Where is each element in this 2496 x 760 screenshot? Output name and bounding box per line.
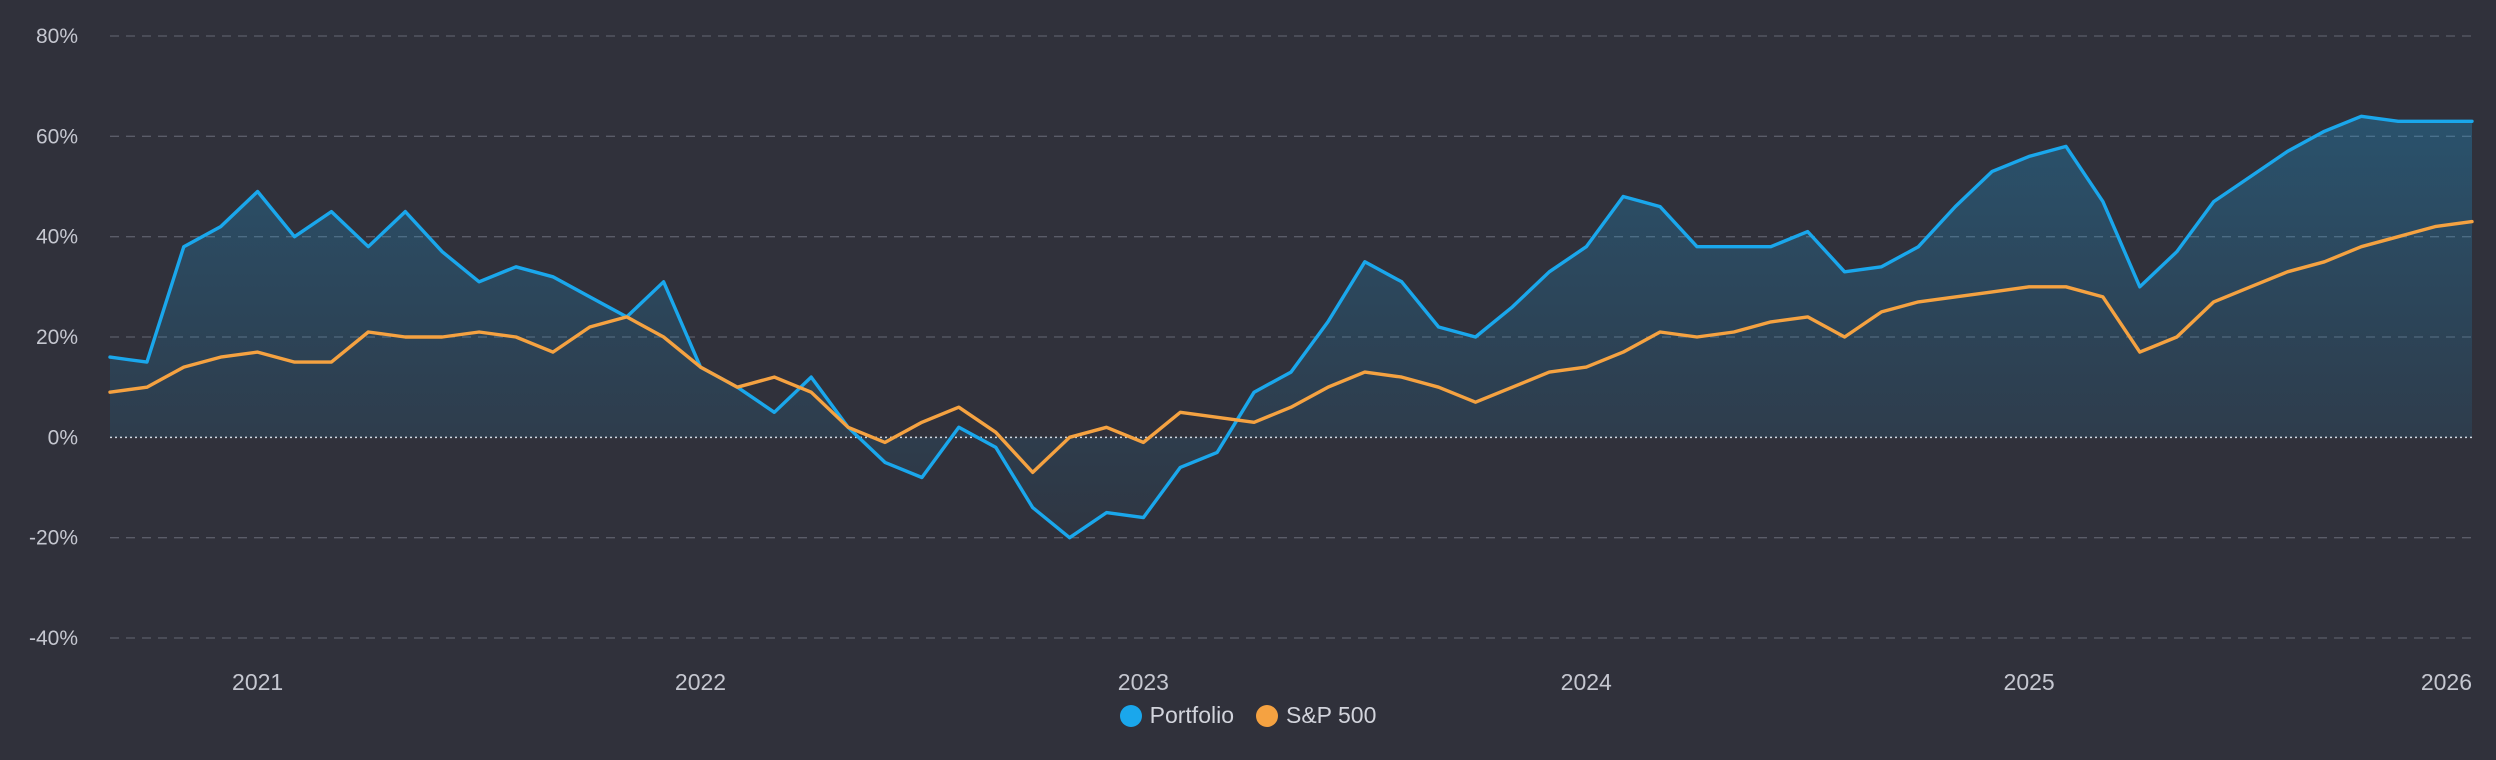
line-chart: 80%60%40%20%0%-20%-40% 2021 2022 2023 2024 2… — [29, 25, 2474, 695]
x-tick-label: 2023 — [1118, 669, 1169, 695]
legend-label-sp500: S&P 500 — [1286, 702, 1377, 728]
portfolio-line[interactable] — [108, 114, 2474, 540]
y-tick-label: -40% — [29, 627, 78, 650]
legend-item-sp500[interactable]: S&P 500 — [1256, 702, 1376, 729]
x-tick-label: 2022 — [675, 669, 726, 695]
line-layer — [108, 114, 2474, 540]
y-tick-label: 20% — [36, 326, 78, 349]
x-tick-label: 2024 — [1561, 669, 1612, 695]
legend-dot-portfolio — [1119, 704, 1142, 727]
y-tick-label: 80% — [36, 25, 78, 48]
portfolio-area — [110, 116, 2472, 538]
legend-dot-sp500 — [1256, 704, 1278, 727]
legend-label-portfolio: Portfolio — [1149, 702, 1234, 728]
y-tick-label: 0% — [48, 426, 78, 449]
legend: Portfolio S&P 500 — [0, 702, 2496, 729]
y-tick-label: -20% — [29, 527, 78, 550]
y-tick-label: 40% — [36, 226, 78, 249]
x-tick-label: 2021 — [232, 669, 283, 695]
x-tick-label: 2025 — [2004, 669, 2055, 695]
y-tick-label: 60% — [36, 125, 78, 148]
area-layer — [110, 116, 2472, 538]
y-axis-ticks: 80% 60% 40% 20% 0% -20% -40% — [29, 25, 78, 650]
x-tick-label: 2026 — [2421, 669, 2472, 695]
legend-item-portfolio[interactable]: Portfolio — [1119, 702, 1234, 729]
sp500-line[interactable] — [108, 219, 2474, 475]
x-axis-ticks: 2021 2022 2023 2024 2025 2026 — [232, 669, 2472, 695]
